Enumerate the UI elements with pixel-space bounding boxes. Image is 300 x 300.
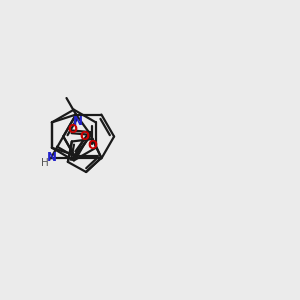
Text: O: O	[88, 139, 98, 152]
Text: O: O	[67, 123, 77, 136]
Text: H: H	[41, 158, 49, 168]
Text: N: N	[47, 151, 57, 164]
Text: O: O	[80, 130, 89, 143]
Text: N: N	[73, 115, 82, 128]
